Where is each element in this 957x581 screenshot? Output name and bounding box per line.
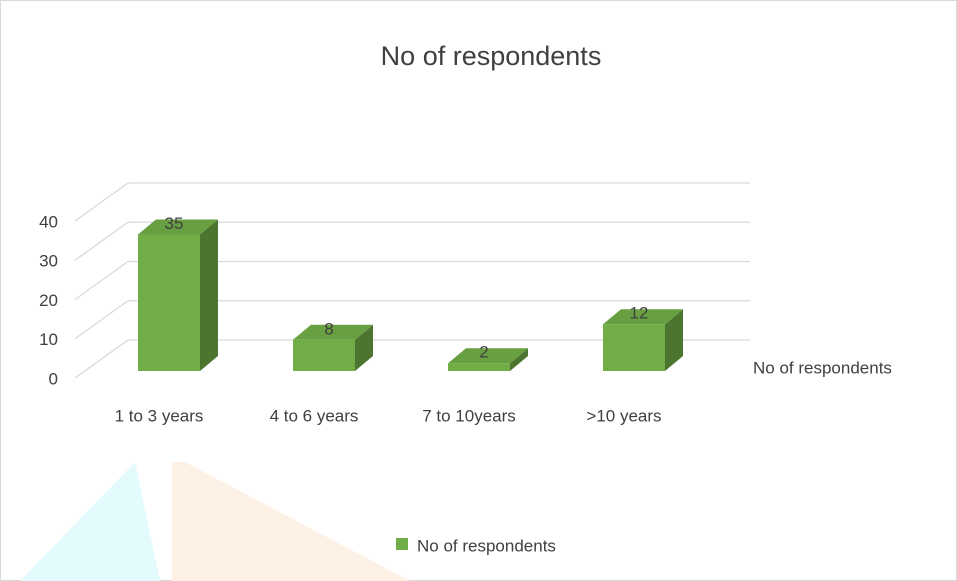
x-tick-label: 4 to 6 years [270, 406, 359, 425]
bar-side [355, 324, 373, 371]
bar-side [510, 348, 528, 371]
watermark [172, 462, 410, 581]
data-label: 35 [165, 214, 184, 233]
bar-side [200, 219, 218, 371]
chart-title: No of respondents [381, 41, 602, 71]
data-label: 2 [479, 343, 488, 362]
y-tick-label: 10 [39, 330, 58, 349]
bar [138, 234, 200, 371]
depth-axis-label: No of respondents [753, 358, 892, 377]
x-tick-label: 1 to 3 years [115, 406, 204, 425]
grid-line [74, 260, 129, 301]
grid-line [74, 339, 129, 379]
grid-line [74, 300, 129, 340]
y-tick-label: 20 [39, 291, 58, 310]
y-tick-label: 0 [49, 369, 58, 388]
x-tick-label: 7 to 10years [422, 406, 516, 425]
x-tick-label: >10 years [586, 406, 661, 425]
y-tick-label: 40 [39, 212, 58, 231]
legend-label: No of respondents [417, 536, 556, 555]
bar [448, 363, 510, 371]
bar [293, 339, 355, 371]
bar [603, 324, 665, 371]
bar-top [138, 219, 218, 235]
grid-line [74, 182, 129, 222]
bar-top [448, 348, 528, 364]
bar-top [293, 324, 373, 340]
bar-side [665, 309, 683, 371]
legend-swatch [396, 538, 408, 550]
data-label: 8 [324, 319, 333, 338]
data-label: 12 [630, 304, 649, 323]
bar-top [603, 309, 683, 325]
watermark [20, 462, 160, 581]
grid-line [74, 221, 129, 261]
y-tick-label: 30 [39, 252, 58, 271]
